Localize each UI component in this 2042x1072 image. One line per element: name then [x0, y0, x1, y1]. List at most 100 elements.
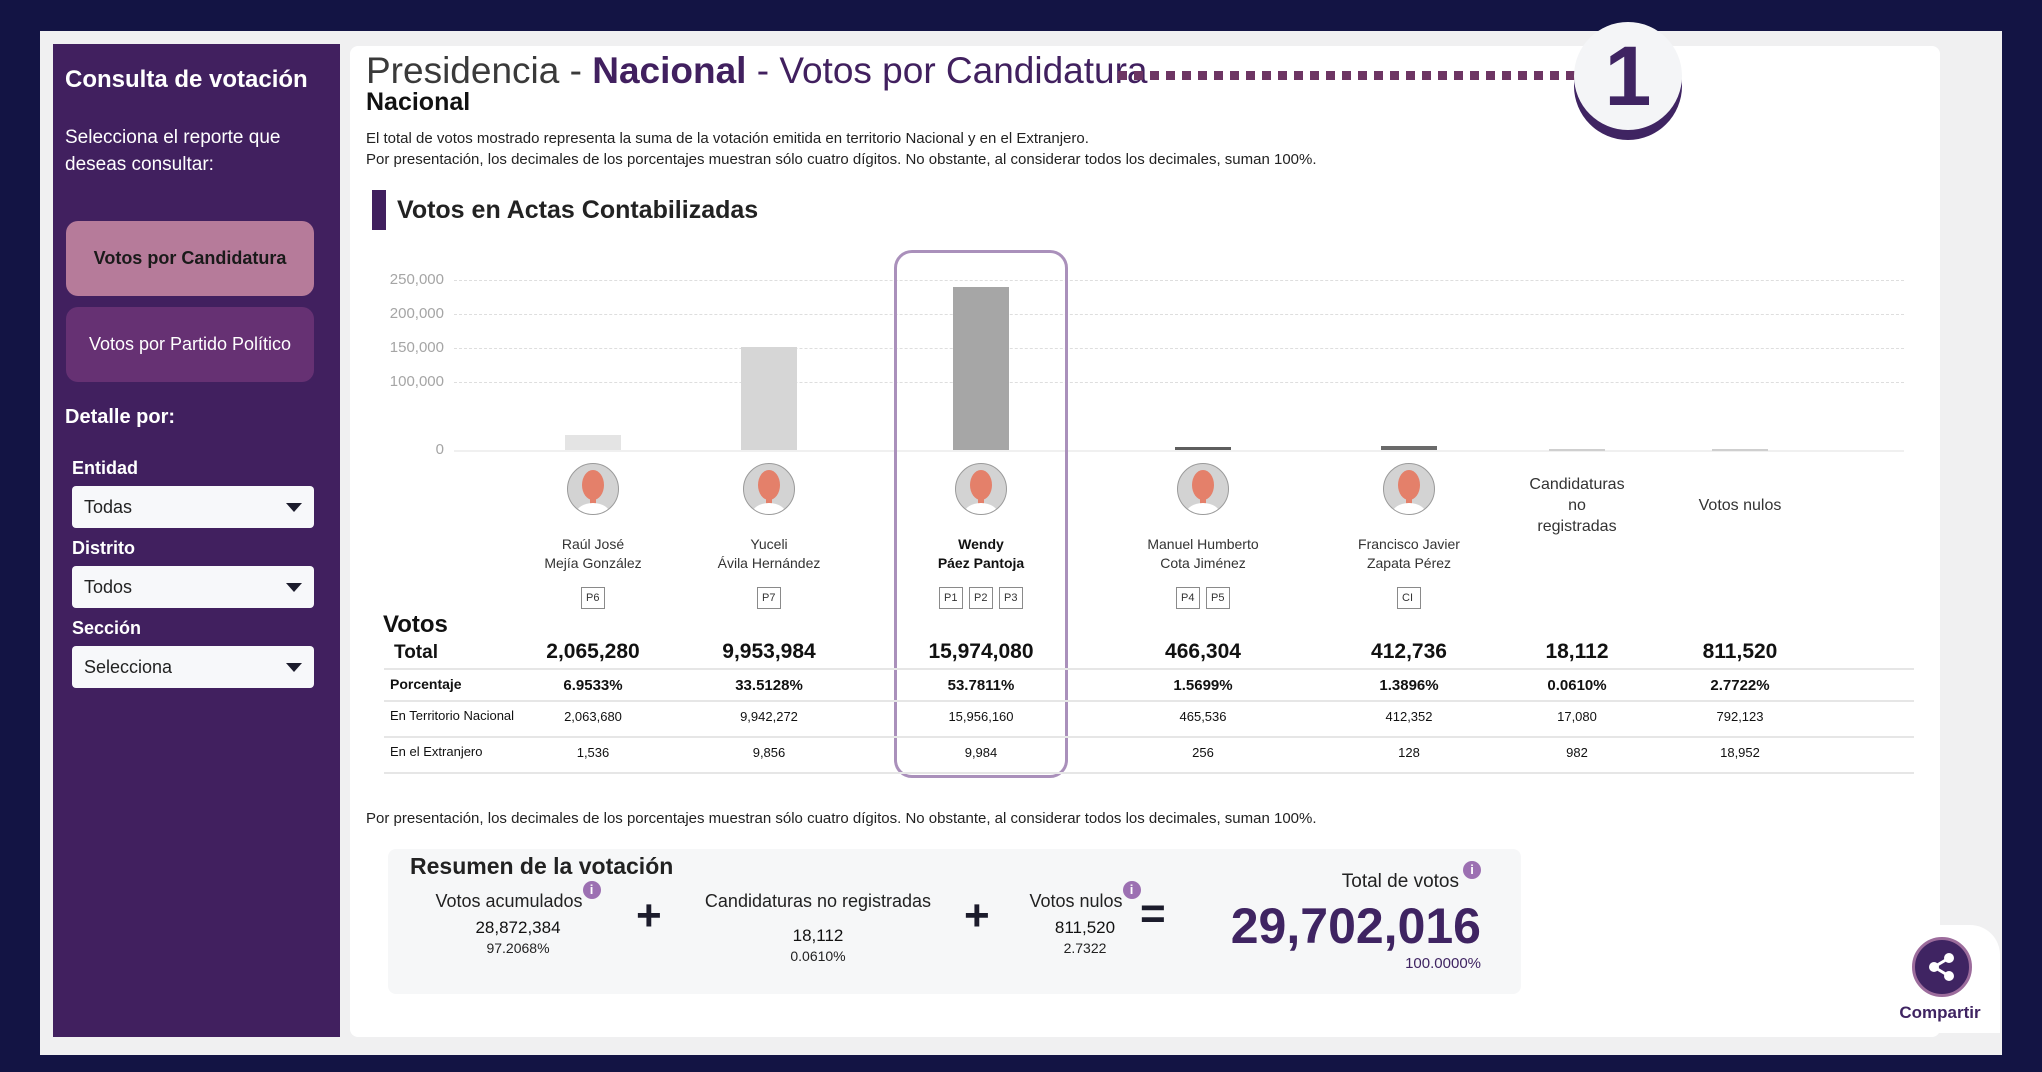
candidate-last-name: Zapata Pérez [1366, 555, 1452, 571]
chevron-down-icon [286, 662, 302, 672]
info-icon[interactable]: i [1463, 861, 1481, 879]
step-badge: 1 [1574, 22, 1682, 130]
candidate-first-name: Francisco Javier [1358, 536, 1460, 552]
y-tick-label: 0 [435, 441, 444, 458]
summary-percent: 0.0610% [790, 948, 846, 964]
gridline [454, 280, 1904, 281]
report-button-votos-candidatura[interactable]: Votos por Candidatura [66, 221, 314, 296]
page-subtitle: Nacional [366, 88, 471, 116]
summary-label: Candidaturas no registradas [704, 891, 932, 911]
candidate-card[interactable]: Manuel Humberto Cota Jiménez [1113, 463, 1293, 573]
category-label-line: registradas [1537, 518, 1617, 535]
party-badge[interactable]: P2 [969, 587, 993, 609]
candidate-card[interactable]: Raúl José Mejía González [503, 463, 683, 573]
info-icon[interactable]: i [1122, 881, 1141, 899]
share-button[interactable] [1912, 937, 1972, 997]
party-badge[interactable]: P3 [999, 587, 1023, 609]
party-badge[interactable]: P5 [1206, 587, 1230, 609]
table-cell: 33.5128% [735, 677, 803, 694]
total-votes-label: Total de votosi [1341, 861, 1481, 893]
detail-label: Detalle por: [65, 406, 176, 428]
table-cell: 1.3896% [1379, 677, 1439, 694]
x-axis-baseline [454, 450, 1904, 452]
candidate-first-name: Yuceli [750, 536, 788, 552]
votes-heading: Votos [383, 611, 448, 638]
row-label: Total [394, 642, 438, 663]
candidate-card[interactable]: Yuceli Ávila Hernández [679, 463, 859, 573]
summary-panel: Resumen de la votación Votos acumuladosi… [388, 849, 1521, 994]
report-button-votos-partido[interactable]: Votos por Partido Político [66, 307, 314, 382]
sidebar-subtitle: Selecciona el reporte que deseas consult… [65, 127, 281, 175]
table-cell: 17,080 [1557, 709, 1597, 724]
y-tick-label: 250,000 [389, 271, 444, 288]
candidate-card[interactable]: Wendy Páez Pantoja [891, 463, 1071, 573]
bar[interactable] [1175, 447, 1231, 450]
candidate-card[interactable]: Francisco Javier Zapata Pérez [1319, 463, 1499, 573]
distrito-select[interactable]: Todos [72, 566, 314, 608]
row-label: En Territorio Nacional [390, 708, 515, 723]
distrito-label: Distrito [72, 538, 135, 558]
bar-chart: 0 100,000 150,000 200,000 250,000 [350, 46, 1940, 1046]
table-cell: 2,065,280 [546, 640, 640, 663]
summary-value: 18,112 [792, 926, 844, 945]
seccion-label: Sección [72, 618, 142, 638]
category-label-line: no [1568, 497, 1586, 514]
category-label-line: Votos nulos [1698, 497, 1782, 514]
total-label-text: Total de votos [1341, 871, 1459, 892]
page-title: Presidencia - Nacional - Votos por Candi… [366, 50, 1148, 92]
table-cell: 811,520 [1702, 640, 1778, 663]
title-part-votos: - Votos por Candidatura [746, 50, 1148, 91]
share-icon [1929, 953, 1954, 981]
candidate-last-name: Páez Pantoja [937, 555, 1025, 571]
info-icon[interactable]: i [582, 881, 601, 899]
section-accent-bar [372, 190, 386, 230]
bar[interactable] [1712, 449, 1768, 452]
candidate-name: Francisco Javier Zapata Pérez [1319, 535, 1499, 573]
share-container: Compartir [1880, 925, 2000, 1033]
share-label: Compartir [1899, 1003, 1981, 1022]
party-badges: P7 [679, 587, 859, 609]
info-note-1: El total de votos mostrado representa la… [366, 130, 1089, 147]
row-label: En el Extranjero [390, 744, 483, 759]
highlighted-candidate-frame [894, 250, 1068, 778]
party-badge[interactable]: P7 [757, 587, 781, 609]
table-row: En Territorio Nacional 2,063,680 9,942,272… [384, 702, 1914, 738]
summary-percent: 97.2068% [486, 940, 550, 956]
party-badge[interactable]: CI [1397, 587, 1421, 609]
plus-sign: + [964, 891, 990, 940]
party-badge[interactable]: P1 [939, 587, 963, 609]
table-cell: 9,856 [752, 745, 786, 760]
party-badge[interactable]: P4 [1176, 587, 1200, 609]
summary-value: 811,520 [1054, 918, 1116, 937]
info-note-2: Por presentación, los decimales de los p… [366, 151, 1317, 168]
bar[interactable] [565, 435, 621, 450]
summary-votos-nulos: Votos nulosi 811,520 2.7322 [1020, 881, 1150, 956]
summary-title: Resumen de la votación [410, 853, 674, 879]
table-cell: 412,736 [1371, 640, 1447, 663]
chevron-down-icon [286, 502, 302, 512]
seccion-select[interactable]: Selecciona [72, 646, 314, 688]
entidad-select[interactable]: Todas [72, 486, 314, 528]
party-badge[interactable]: P6 [581, 587, 605, 609]
table-cell: 15,974,080 [928, 640, 1034, 663]
table-cell: 6.9533% [563, 677, 623, 694]
gridline [454, 314, 1904, 315]
dotted-connector [1118, 71, 1578, 80]
entidad-label: Entidad [72, 458, 138, 478]
bar[interactable] [953, 286, 1009, 450]
table-row: En el Extranjero 1,536 9,856 9,984 256 128 982… [384, 738, 1914, 774]
bar[interactable] [1381, 445, 1437, 450]
table-cell: 412,352 [1385, 709, 1433, 724]
candidate-last-name: Ávila Hernández [717, 555, 821, 571]
table-row: Total 2,065,280 9,953,984 15,974,080 466,304… [384, 640, 1914, 670]
table-cell: 2.7722% [1710, 677, 1770, 694]
bar[interactable] [1549, 449, 1605, 452]
summary-label: Votos acumulados [435, 891, 583, 911]
footer-note: Por presentación, los decimales de los p… [366, 810, 1317, 827]
table-cell: 9,942,272 [740, 709, 798, 724]
table-cell: 18,952 [1720, 745, 1760, 760]
candidate-first-name: Manuel Humberto [1147, 536, 1259, 552]
bar[interactable] [741, 346, 797, 450]
plus-sign: + [636, 891, 662, 940]
sidebar-title: Consulta de votación [65, 66, 308, 93]
